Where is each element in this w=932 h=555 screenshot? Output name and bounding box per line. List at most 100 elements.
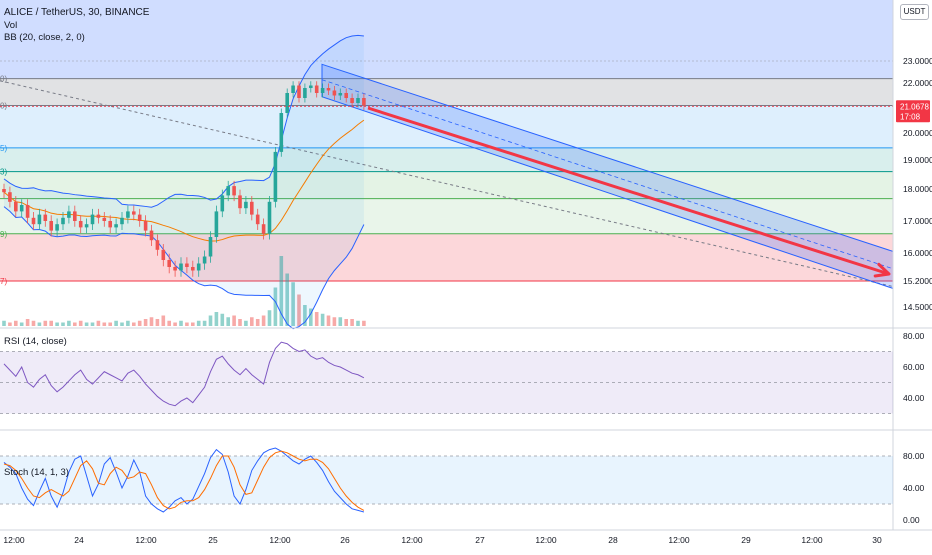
volume-bar	[285, 273, 289, 326]
candle-body	[19, 205, 24, 212]
volume-bar	[291, 282, 295, 326]
volume-bar	[143, 319, 148, 326]
candle-body	[244, 201, 248, 209]
volume-bar	[132, 322, 136, 326]
candle-body	[226, 186, 230, 196]
candle-body	[108, 221, 112, 228]
volume-bar	[261, 315, 266, 326]
time-tick-label: 12:00	[535, 535, 557, 545]
volume-bar	[84, 322, 89, 326]
forecast-arrow-head	[873, 262, 891, 278]
time-tick-label: 12:00	[3, 535, 25, 545]
time-tick-label: 12:00	[135, 535, 157, 545]
rsi-line	[3, 341, 365, 407]
volume-bar	[226, 317, 230, 326]
fib-zone	[0, 105, 893, 148]
volume-bar	[214, 312, 219, 326]
price-tick-label: 17.0000	[903, 216, 932, 226]
candle-body	[214, 211, 219, 237]
volume-bar	[332, 317, 337, 326]
volume-bar	[8, 322, 12, 326]
last-price-tag	[896, 100, 930, 123]
candle-body	[314, 85, 319, 93]
candle-body	[167, 260, 171, 267]
candle-body	[137, 214, 142, 221]
stoch-tick-label: 40.00	[903, 483, 925, 493]
volume-bar	[43, 320, 48, 326]
volume-bar	[344, 319, 348, 326]
symbol-title[interactable]: ALICE / TetherUS, 30, BINANCE	[4, 7, 150, 18]
candle-body	[320, 88, 325, 93]
candle-body	[2, 189, 6, 193]
volume-bar	[273, 287, 278, 326]
candle-body	[120, 217, 124, 225]
rsi-legend[interactable]: RSI (14, close)	[4, 336, 67, 347]
volume-bar	[279, 256, 284, 326]
stoch-d-line	[3, 450, 365, 511]
fib-level-label: 7)	[0, 277, 7, 286]
volume-bar	[191, 322, 195, 326]
volume-bar	[185, 322, 189, 326]
candle-body	[78, 221, 83, 228]
volume-bar	[90, 322, 95, 326]
price-tick-label: 15.2000	[903, 276, 932, 286]
volume-bar	[267, 310, 272, 326]
candle-body	[31, 217, 36, 225]
candle-body	[279, 113, 284, 152]
volume-bar	[362, 320, 366, 326]
volume-bar	[102, 322, 107, 326]
candle-body	[208, 237, 213, 257]
volume-bar	[61, 322, 65, 326]
volume-bar	[19, 322, 24, 326]
candle-body	[297, 85, 301, 98]
volume-bar	[255, 319, 260, 326]
candle-body	[220, 195, 225, 212]
candle-body	[196, 263, 201, 271]
candle-body	[61, 217, 65, 225]
candle-body	[84, 224, 89, 228]
candle-body	[267, 201, 272, 234]
time-tick-label: 28	[608, 535, 618, 545]
volume-bar	[173, 322, 177, 326]
candle-body	[309, 85, 313, 88]
candle-body	[238, 195, 242, 209]
candle-body	[14, 201, 18, 212]
fib-zone	[0, 147, 893, 172]
time-tick-label: 12:00	[401, 535, 423, 545]
volume-bar	[232, 315, 236, 326]
stoch-tick-label: 0.00	[903, 515, 920, 525]
rsi-tick-label: 40.00	[903, 393, 925, 403]
volume-bar	[297, 294, 301, 326]
bb-basis	[3, 119, 365, 242]
fib-level-label: 0)	[0, 75, 7, 84]
volume-bar	[309, 308, 313, 326]
stoch-legend[interactable]: Stoch (14, 1, 3)	[4, 467, 69, 478]
candle-body	[362, 98, 366, 106]
candle-body	[43, 214, 48, 221]
candle-body	[143, 221, 148, 231]
volume-bar	[167, 320, 171, 326]
candle-body	[332, 90, 337, 96]
time-tick-label: 12:00	[801, 535, 823, 545]
volume-bar	[179, 320, 183, 326]
price-tick-label: 23.0000	[903, 56, 932, 66]
volume-bar	[73, 322, 77, 326]
fib-level-label: 5)	[0, 144, 7, 153]
candle-body	[149, 230, 154, 241]
volume-bar	[37, 322, 42, 326]
candle-body	[102, 217, 107, 221]
volume-legend[interactable]: Vol	[4, 20, 18, 31]
candle-body	[285, 93, 289, 113]
volume-bar	[320, 313, 325, 326]
candle-body	[191, 267, 195, 271]
fib-level-label: 0)	[0, 102, 7, 111]
bb-legend[interactable]: BB (20, close, 2, 0)	[4, 32, 85, 43]
volume-bar	[14, 320, 18, 326]
volume-bar	[161, 315, 166, 326]
stoch-tick-label: 80.00	[903, 451, 925, 461]
fib-zone	[0, 233, 893, 281]
time-tick-label: 25	[208, 535, 218, 545]
currency-badge[interactable]: USDT	[900, 4, 929, 20]
